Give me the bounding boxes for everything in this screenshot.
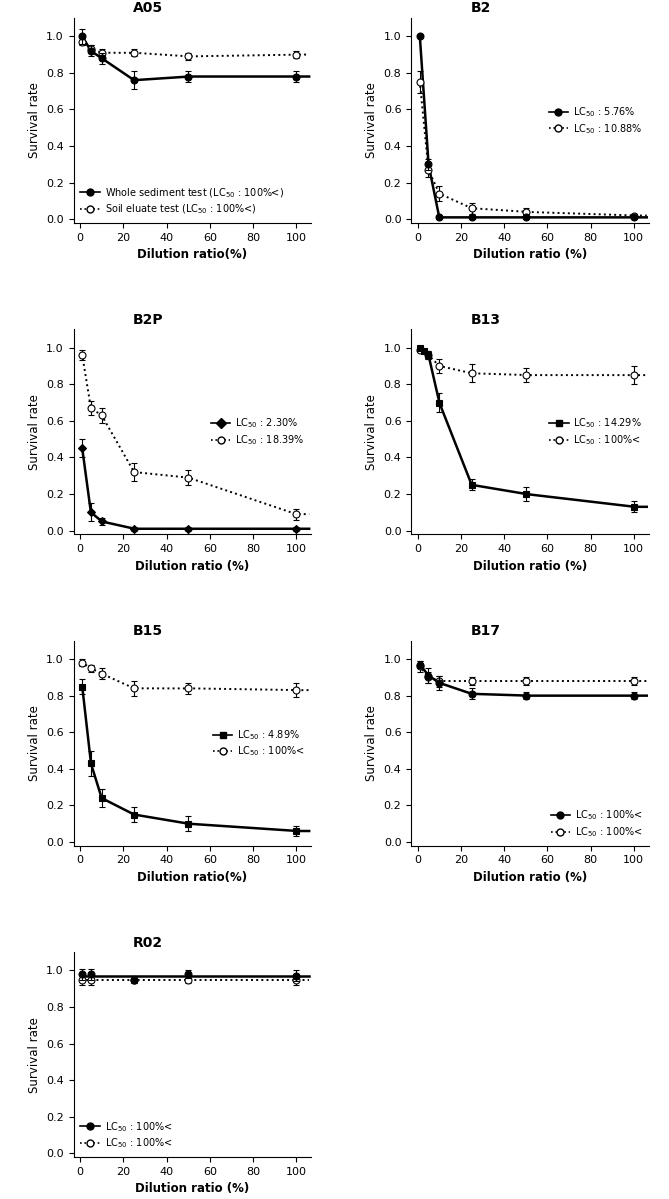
Text: B2: B2 [470, 1, 491, 16]
Legend: Whole sediment test (LC$_{50}$ : 100%<), Soil eluate test (LC$_{50}$ : 100%<): Whole sediment test (LC$_{50}$ : 100%<),… [78, 183, 286, 218]
X-axis label: Dilution ratio(%): Dilution ratio(%) [137, 248, 248, 261]
Legend: LC$_{50}$ : 5.76%, LC$_{50}$ : 10.88%: LC$_{50}$ : 5.76%, LC$_{50}$ : 10.88% [547, 103, 644, 138]
X-axis label: Dilution ratio (%): Dilution ratio (%) [473, 248, 587, 261]
X-axis label: Dilution ratio (%): Dilution ratio (%) [473, 870, 587, 884]
Legend: LC$_{50}$ : 4.89%, LC$_{50}$ : 100%<: LC$_{50}$ : 4.89%, LC$_{50}$ : 100%< [211, 727, 306, 760]
Y-axis label: Survival rate: Survival rate [27, 1017, 41, 1092]
X-axis label: Dilution ratio(%): Dilution ratio(%) [137, 870, 248, 884]
Text: B17: B17 [470, 625, 500, 638]
X-axis label: Dilution ratio (%): Dilution ratio (%) [473, 560, 587, 573]
Legend: LC$_{50}$ : 2.30%, LC$_{50}$ : 18.39%: LC$_{50}$ : 2.30%, LC$_{50}$ : 18.39% [209, 415, 306, 448]
X-axis label: Dilution ratio (%): Dilution ratio (%) [135, 1182, 250, 1195]
Legend: LC$_{50}$ : 100%<, LC$_{50}$ : 100%<: LC$_{50}$ : 100%<, LC$_{50}$ : 100%< [78, 1117, 174, 1152]
Y-axis label: Survival rate: Survival rate [365, 394, 378, 470]
Text: B13: B13 [470, 313, 500, 327]
Y-axis label: Survival rate: Survival rate [27, 83, 41, 158]
Text: R02: R02 [133, 935, 163, 950]
X-axis label: Dilution ratio (%): Dilution ratio (%) [135, 560, 250, 573]
Legend: LC$_{50}$ : 14.29%, LC$_{50}$ : 100%<: LC$_{50}$ : 14.29%, LC$_{50}$ : 100%< [547, 415, 644, 448]
Text: A05: A05 [133, 1, 163, 16]
Y-axis label: Survival rate: Survival rate [365, 83, 378, 158]
Y-axis label: Survival rate: Survival rate [27, 394, 41, 470]
Y-axis label: Survival rate: Survival rate [27, 705, 41, 781]
Text: B2P: B2P [133, 313, 164, 327]
Y-axis label: Survival rate: Survival rate [365, 705, 378, 781]
Text: B15: B15 [133, 625, 163, 638]
Legend: LC$_{50}$ : 100%<, LC$_{50}$ : 100%<: LC$_{50}$ : 100%<, LC$_{50}$ : 100%< [549, 807, 644, 840]
